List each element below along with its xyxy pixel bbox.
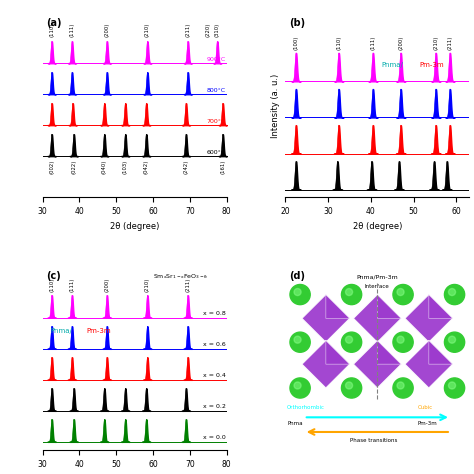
Polygon shape — [354, 294, 401, 342]
Circle shape — [397, 289, 404, 296]
Text: Cubic: Cubic — [418, 405, 433, 410]
Circle shape — [393, 284, 413, 305]
Text: 900°C: 900°C — [207, 57, 226, 62]
Circle shape — [341, 284, 362, 305]
Polygon shape — [302, 340, 350, 388]
Text: Interface: Interface — [365, 283, 390, 289]
X-axis label: 2θ (degree): 2θ (degree) — [110, 222, 159, 231]
Circle shape — [294, 336, 301, 343]
Circle shape — [445, 332, 465, 352]
Text: (210): (210) — [433, 36, 438, 50]
Circle shape — [290, 378, 310, 398]
Circle shape — [290, 284, 310, 305]
Text: (211): (211) — [185, 23, 191, 37]
Text: (100): (100) — [293, 36, 299, 50]
Text: (040): (040) — [102, 159, 107, 173]
Text: Pnma/Pm-3m: Pnma/Pm-3m — [356, 275, 398, 280]
Text: (310): (310) — [215, 23, 220, 37]
Text: Phase transitions: Phase transitions — [350, 438, 397, 443]
Polygon shape — [377, 294, 401, 319]
Text: Pm-3m: Pm-3m — [419, 63, 444, 68]
Circle shape — [445, 378, 465, 398]
Text: (002): (002) — [49, 159, 55, 173]
Text: (022): (022) — [72, 159, 76, 173]
Polygon shape — [377, 340, 401, 364]
Circle shape — [448, 382, 456, 389]
Text: x = 0.8: x = 0.8 — [203, 311, 226, 317]
Circle shape — [346, 289, 353, 296]
Polygon shape — [354, 340, 401, 388]
Circle shape — [445, 284, 465, 305]
Text: (b): (b) — [289, 18, 305, 28]
Circle shape — [346, 336, 353, 343]
Circle shape — [341, 378, 362, 398]
Circle shape — [393, 332, 413, 352]
Circle shape — [448, 336, 456, 343]
Text: (242): (242) — [183, 159, 189, 173]
Polygon shape — [429, 294, 453, 319]
Text: $\mathrm{Sm_xSr_{1-x}FeO_{3-\delta}}$: $\mathrm{Sm_xSr_{1-x}FeO_{3-\delta}}$ — [153, 273, 208, 282]
Y-axis label: Intensity (a. u.): Intensity (a. u.) — [271, 74, 280, 138]
Circle shape — [397, 336, 404, 343]
Text: Pnma/: Pnma/ — [381, 63, 403, 68]
Circle shape — [346, 382, 353, 389]
Polygon shape — [429, 340, 453, 364]
Text: Pm-3m: Pm-3m — [418, 421, 438, 427]
Circle shape — [397, 382, 404, 389]
Text: (200): (200) — [105, 23, 109, 37]
Text: (211): (211) — [447, 36, 453, 50]
Text: 600°C: 600°C — [207, 150, 226, 155]
Text: (211): (211) — [185, 278, 191, 292]
Text: (110): (110) — [337, 36, 341, 50]
Polygon shape — [405, 294, 453, 342]
Text: (111): (111) — [371, 36, 375, 50]
Polygon shape — [302, 294, 350, 342]
Text: 700°C: 700°C — [207, 119, 226, 124]
Text: Pnma/: Pnma/ — [50, 328, 72, 334]
Text: (a): (a) — [46, 18, 62, 28]
Text: (161): (161) — [220, 159, 225, 173]
Polygon shape — [326, 294, 350, 319]
Polygon shape — [326, 340, 350, 364]
Text: Pm-3m: Pm-3m — [87, 328, 111, 334]
Text: (110): (110) — [49, 278, 55, 292]
Text: Pnma: Pnma — [287, 421, 303, 427]
Text: Orthorhombic: Orthorhombic — [287, 405, 325, 410]
Text: (042): (042) — [144, 159, 149, 173]
Text: 800°C: 800°C — [207, 88, 226, 93]
Circle shape — [448, 289, 456, 296]
Text: (200): (200) — [398, 36, 403, 50]
Circle shape — [341, 332, 362, 352]
Text: x = 0.6: x = 0.6 — [203, 342, 226, 347]
Text: (210): (210) — [145, 23, 150, 37]
Circle shape — [290, 332, 310, 352]
Text: (200): (200) — [105, 278, 109, 292]
Text: x = 0.0: x = 0.0 — [203, 436, 226, 440]
Text: (210): (210) — [145, 278, 150, 292]
Text: x = 0.2: x = 0.2 — [203, 404, 226, 410]
Circle shape — [294, 289, 301, 296]
Text: (111): (111) — [70, 278, 74, 292]
Text: (110): (110) — [49, 23, 55, 37]
Circle shape — [294, 382, 301, 389]
Text: (103): (103) — [123, 159, 128, 173]
Polygon shape — [405, 340, 453, 388]
X-axis label: 2θ (degree): 2θ (degree) — [353, 222, 402, 231]
Text: x = 0.4: x = 0.4 — [203, 374, 226, 378]
Text: (111): (111) — [70, 23, 74, 37]
Text: (c): (c) — [46, 271, 61, 281]
Text: (d): (d) — [289, 271, 305, 281]
Circle shape — [393, 378, 413, 398]
Text: (220): (220) — [206, 23, 210, 37]
